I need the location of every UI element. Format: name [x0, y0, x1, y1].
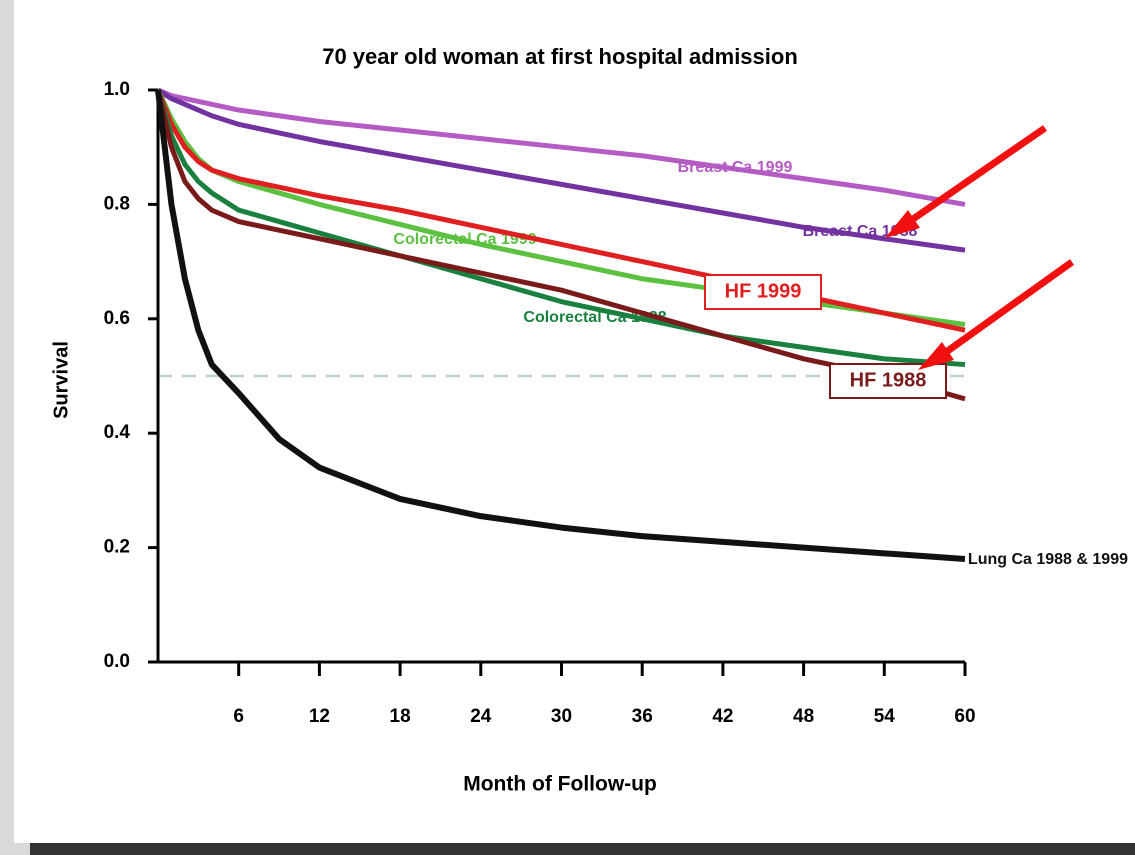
label-box [829, 363, 947, 399]
x-tick-label: 54 [874, 706, 896, 727]
y-tick-label: 0.8 [104, 193, 130, 214]
y-tick-label: 0.0 [104, 651, 130, 672]
x-tick-label: 60 [954, 706, 975, 727]
plot: 0.0 0.2 0.4 0.6 0.8 1.0 6 12 18 24 30 36 42 48 54 60 Bre… [104, 79, 1129, 727]
x-tick-label: 6 [233, 706, 244, 727]
bottom-bar [30, 843, 1135, 855]
series-label: Lung Ca 1988 & 1999 [968, 551, 1128, 568]
series-line [157, 87, 966, 207]
arrow [898, 125, 1047, 231]
series-label: Breast Ca 1999 [678, 159, 793, 176]
series-label: HF 1999 [725, 280, 802, 302]
x-tick-label: 12 [309, 706, 330, 727]
label-box [704, 274, 822, 310]
chart-title: 70 year old woman at first hospital admi… [322, 44, 798, 69]
series-line [155, 89, 966, 368]
series-line [156, 87, 966, 253]
arrow [932, 259, 1075, 363]
x-tick-label: 30 [551, 706, 572, 727]
series-line [155, 89, 966, 563]
y-tick-label: 0.6 [104, 308, 130, 329]
x-tick-label: 18 [390, 706, 411, 727]
y-tick-label: 0.4 [104, 422, 131, 443]
series-label: HF 1988 [850, 369, 927, 391]
x-tick-label: 36 [632, 706, 653, 727]
x-axis-label: Month of Follow-up [463, 773, 657, 796]
x-tick-label: 42 [712, 706, 733, 727]
y-tick-label: 1.0 [104, 79, 130, 100]
arrows [885, 125, 1075, 370]
arrow-head [918, 342, 954, 370]
x-tick-label: 24 [470, 706, 492, 727]
arrow-head [885, 210, 920, 238]
x-tick-label: 48 [793, 706, 814, 727]
chart-background [14, 0, 1135, 843]
y-tick-label: 0.2 [104, 537, 130, 558]
series-label: Colorectal Ca 1988 [523, 309, 666, 326]
y-axis-label: Survival [50, 341, 72, 419]
series-line [155, 89, 966, 402]
series-label: Colorectal Ca 1999 [393, 231, 536, 248]
